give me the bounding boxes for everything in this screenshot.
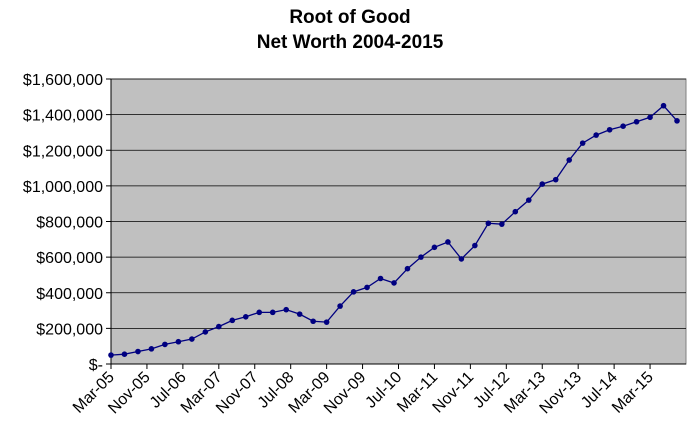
y-tick-label: $200,000 bbox=[36, 321, 103, 338]
marker bbox=[242, 313, 249, 320]
marker bbox=[216, 323, 222, 330]
marker bbox=[296, 311, 303, 317]
marker bbox=[525, 197, 532, 203]
marker bbox=[256, 309, 263, 316]
marker bbox=[148, 346, 155, 352]
y-tick-label: $1,000,000 bbox=[23, 179, 103, 196]
marker bbox=[445, 239, 451, 245]
marker bbox=[593, 132, 599, 138]
marker bbox=[606, 126, 613, 133]
x-tick-label: Mar-15 bbox=[609, 369, 657, 417]
x-tick-label: Nov-11 bbox=[430, 369, 478, 417]
marker bbox=[175, 338, 182, 345]
marker bbox=[485, 220, 492, 227]
marker bbox=[323, 319, 330, 325]
marker bbox=[121, 351, 128, 358]
marker bbox=[269, 309, 276, 316]
marker bbox=[162, 341, 168, 348]
chart-subtitle: Net Worth 2004-2015 bbox=[257, 32, 444, 53]
y-tick-label: $- bbox=[89, 357, 103, 374]
marker bbox=[108, 352, 114, 358]
y-tick-label: $800,000 bbox=[36, 215, 103, 232]
marker bbox=[229, 317, 236, 324]
marker bbox=[674, 118, 680, 124]
marker bbox=[310, 318, 316, 325]
marker bbox=[391, 280, 397, 286]
marker bbox=[566, 157, 573, 163]
marker bbox=[418, 254, 424, 260]
marker bbox=[660, 102, 667, 109]
y-tick-label: $600,000 bbox=[36, 250, 103, 267]
marker bbox=[431, 244, 438, 251]
marker bbox=[350, 289, 357, 295]
marker bbox=[620, 123, 626, 130]
marker bbox=[135, 348, 141, 355]
marker bbox=[539, 181, 546, 187]
marker bbox=[633, 118, 640, 125]
marker bbox=[579, 140, 586, 146]
marker bbox=[512, 208, 519, 215]
marker bbox=[377, 275, 384, 282]
y-tick-label: $1,400,000 bbox=[23, 108, 103, 125]
y-tick-label: $1,600,000 bbox=[23, 72, 103, 89]
marker bbox=[404, 265, 411, 272]
marker bbox=[189, 336, 195, 342]
chart-title: Root of Good bbox=[289, 7, 410, 28]
marker bbox=[472, 242, 478, 249]
y-tick-label: $1,200,000 bbox=[23, 143, 103, 160]
marker bbox=[647, 114, 653, 121]
marker bbox=[283, 306, 289, 313]
marker bbox=[458, 256, 465, 262]
marker bbox=[337, 303, 343, 309]
marker bbox=[364, 284, 370, 291]
y-tick-label: $400,000 bbox=[36, 286, 103, 303]
marker bbox=[499, 221, 505, 227]
marker bbox=[202, 329, 209, 335]
marker bbox=[552, 176, 559, 183]
